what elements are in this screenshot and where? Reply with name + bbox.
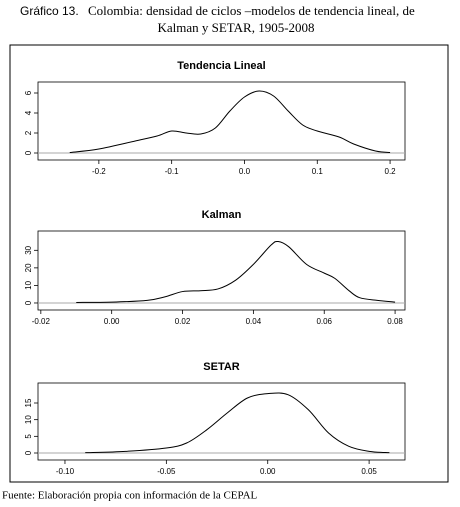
source: Fuente: Elaboración propia con informaci… xyxy=(2,490,258,502)
y-tick-label: 30 xyxy=(24,245,33,254)
x-tick-label: 0.0 xyxy=(239,167,251,176)
y-tick-label: 10 xyxy=(24,415,33,424)
y-tick-label: 4 xyxy=(24,110,33,115)
plot-box xyxy=(37,230,406,311)
y-tick-label: 10 xyxy=(24,280,33,289)
x-tick-label: 0.1 xyxy=(312,167,324,176)
y-tick-label: 0 xyxy=(24,300,33,305)
x-tick-label: -0.10 xyxy=(56,467,75,476)
density-line xyxy=(76,240,396,303)
plot-box xyxy=(37,81,406,161)
x-tick-label: -0.2 xyxy=(92,167,106,176)
caption-line: Colombia: densidad de ciclos –modelos de… xyxy=(88,3,415,18)
x-tick-label: 0.08 xyxy=(387,317,403,326)
x-tick-label: 0.06 xyxy=(316,317,332,326)
x-tick-label: 0.02 xyxy=(175,317,191,326)
panel-title: Tendencia Lineal xyxy=(177,60,265,72)
caption-label: Gráfico 13. xyxy=(20,4,79,18)
y-tick-label: 5 xyxy=(24,434,33,439)
frame xyxy=(9,44,449,483)
density-line xyxy=(69,90,391,153)
x-tick-label: 0.00 xyxy=(104,317,120,326)
x-tick-label: 0.2 xyxy=(385,167,397,176)
caption-line: Kalman y SETAR, 1905-2008 xyxy=(157,20,314,35)
x-tick-label: -0.02 xyxy=(32,317,51,326)
y-tick-label: 0 xyxy=(24,450,33,455)
x-tick-label: -0.05 xyxy=(157,467,176,476)
y-tick-label: 2 xyxy=(24,130,33,135)
y-tick-label: 15 xyxy=(24,398,33,407)
panel-title: Kalman xyxy=(202,209,242,221)
x-tick-label: 0.05 xyxy=(361,467,377,476)
y-tick-label: 20 xyxy=(24,263,33,272)
plot-box xyxy=(37,382,406,461)
x-tick-label: 0.00 xyxy=(260,467,276,476)
y-tick-label: 0 xyxy=(24,150,33,155)
density-line xyxy=(85,392,390,454)
y-tick-label: 6 xyxy=(24,90,33,95)
x-tick-label: -0.1 xyxy=(165,167,179,176)
panel-title: SETAR xyxy=(203,361,240,373)
x-tick-label: 0.04 xyxy=(246,317,262,326)
